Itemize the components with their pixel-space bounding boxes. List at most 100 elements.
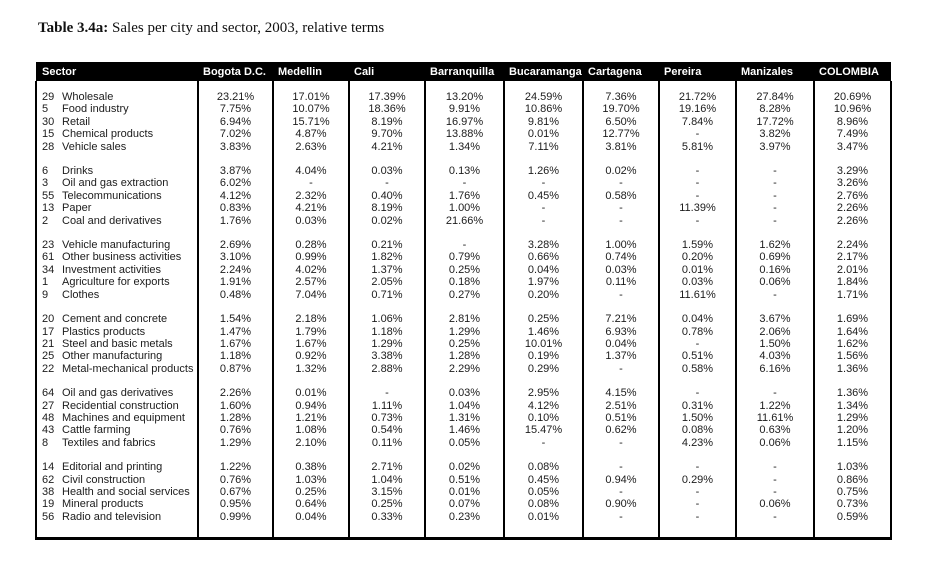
value-cell: 0.01% <box>658 263 736 277</box>
value-cell: 2.06% <box>735 325 814 338</box>
value-cell: 1.46% <box>424 424 504 437</box>
value-cell: 0.58% <box>658 362 736 376</box>
spacer-cell <box>503 81 583 91</box>
value-cell: 0.92% <box>272 350 349 363</box>
value-cell: 0.74% <box>582 251 659 264</box>
spacer-cell <box>348 153 425 166</box>
value-cell: 0.03% <box>424 387 504 400</box>
sector-cell: 62 Civil construction <box>35 473 198 486</box>
value-cell: 0.45% <box>503 189 583 203</box>
table-row: 61 Other business activities 3.10% 0.99% 1.8… <box>35 251 892 264</box>
sector-cell: 43 Cattle farming <box>35 424 198 437</box>
value-cell: 8.19% <box>348 115 425 129</box>
value-cell: 1.71% <box>813 288 892 302</box>
table-row: 13 Paper 0.83% 4.21% 8.19% 1.00% - -11.39% -2.26… <box>35 202 892 215</box>
table-row: 28 Vehicle sales 3.83% 2.63% 4.21% 1.34% 7.11%… <box>35 140 892 154</box>
value-cell: 2.95% <box>503 387 583 400</box>
value-cell: 1.03% <box>813 461 892 474</box>
spacer-cell <box>424 375 504 388</box>
value-cell: 1.62% <box>735 239 814 252</box>
value-cell: 6.50% <box>582 115 659 129</box>
value-cell: 0.75% <box>813 485 892 499</box>
value-cell: 1.00% <box>582 239 659 252</box>
col-header-colombia: COLOMBIA <box>814 62 891 81</box>
sector-name: Agriculture for exports <box>62 276 170 289</box>
sector-code: 5 <box>42 103 49 116</box>
value-cell: - <box>503 177 583 190</box>
value-cell: 1.18% <box>197 350 273 363</box>
sector-name: Cement and concrete <box>62 313 168 326</box>
table-row: 34 Investment activities 2.24% 4.02% 1.37% 0.… <box>35 263 892 277</box>
value-cell: 4.04% <box>272 165 349 178</box>
value-cell: 0.03% <box>582 263 659 277</box>
spacer-row <box>35 301 892 314</box>
col-header-sector: Sector <box>36 62 198 81</box>
sector-name: Oil and gas derivatives <box>62 387 174 400</box>
value-cell: 6.94% <box>197 115 273 129</box>
sector-code: 30 <box>42 115 55 128</box>
value-cell: 3.29% <box>813 165 892 178</box>
value-cell: 0.95% <box>197 498 273 511</box>
value-cell: 0.01% <box>424 485 504 499</box>
value-cell: 13.20% <box>424 91 504 104</box>
spacer-cell <box>272 227 349 240</box>
value-cell: 0.94% <box>582 473 659 486</box>
spacer-cell <box>582 153 659 166</box>
value-cell: - <box>424 177 504 190</box>
value-cell: 0.59% <box>813 510 892 524</box>
value-cell: - <box>582 362 659 376</box>
table-row: 3 Oil and gas extraction 6.02% - - - - - - -3.26% <box>35 177 892 190</box>
value-cell: 0.06% <box>735 276 814 289</box>
value-cell: 9.81% <box>503 115 583 129</box>
value-cell: 1.91% <box>197 276 273 289</box>
table-header: Sector Bogota D.C. Medellin Cali Barranq… <box>36 62 891 81</box>
spacer-cell <box>197 449 273 462</box>
value-cell: - <box>582 485 659 499</box>
spacer-cell <box>735 523 814 541</box>
value-cell: 1.54% <box>197 313 273 326</box>
value-cell: 1.34% <box>813 399 892 412</box>
value-cell: 2.26% <box>813 202 892 215</box>
sector-code: 8 <box>42 436 49 449</box>
value-cell: 0.38% <box>272 461 349 474</box>
sector-cell: 19 Mineral products <box>35 498 198 511</box>
sector-name: Investment activities <box>62 263 162 276</box>
sector-cell: 61 Other business activities <box>35 251 198 264</box>
spacer-cell <box>658 523 736 541</box>
value-cell: 23.21% <box>197 91 273 104</box>
value-cell: 0.73% <box>348 411 425 425</box>
sector-code: 38 <box>42 485 55 498</box>
value-cell: 0.16% <box>735 263 814 277</box>
value-cell: 1.34% <box>424 140 504 154</box>
table-row: 19 Mineral products 0.95% 0.64% 0.25% 0.07% 0.… <box>35 498 892 511</box>
sector-name: Mineral products <box>62 498 144 511</box>
sector-code: 1 <box>42 276 49 289</box>
spacer-cell <box>35 449 198 462</box>
value-cell: 0.51% <box>658 350 736 363</box>
spacer-row <box>35 523 892 541</box>
value-cell: 0.25% <box>503 313 583 326</box>
value-cell: 13.88% <box>424 128 504 141</box>
spacer-cell <box>272 375 349 388</box>
value-cell: - <box>658 461 736 474</box>
value-cell: 1.67% <box>272 337 349 351</box>
spacer-cell <box>272 301 349 314</box>
table-row: 55 Telecommunications 4.12% 2.32% 0.40% 1.76%… <box>35 189 892 203</box>
table-title-text: Sales per city and sector, 2003, relativ… <box>108 20 385 36</box>
sector-code: 2 <box>42 214 49 227</box>
value-cell: 2.24% <box>813 239 892 252</box>
sector-name: Cattle farming <box>62 424 131 437</box>
table-row: 22 Metal-mechanical products 0.87% 1.32% 2.8… <box>35 362 892 376</box>
value-cell: 0.05% <box>424 436 504 450</box>
value-cell: 2.17% <box>813 251 892 264</box>
spacer-cell <box>348 375 425 388</box>
spacer-cell <box>35 375 198 388</box>
value-cell: 1.20% <box>813 424 892 437</box>
sector-code: 62 <box>42 473 55 486</box>
value-cell: 7.21% <box>582 313 659 326</box>
sales-table: Sector Bogota D.C. Medellin Cali Barranq… <box>35 62 892 541</box>
spacer-cell <box>424 449 504 462</box>
value-cell: 1.84% <box>813 276 892 289</box>
spacer-cell <box>503 301 583 314</box>
